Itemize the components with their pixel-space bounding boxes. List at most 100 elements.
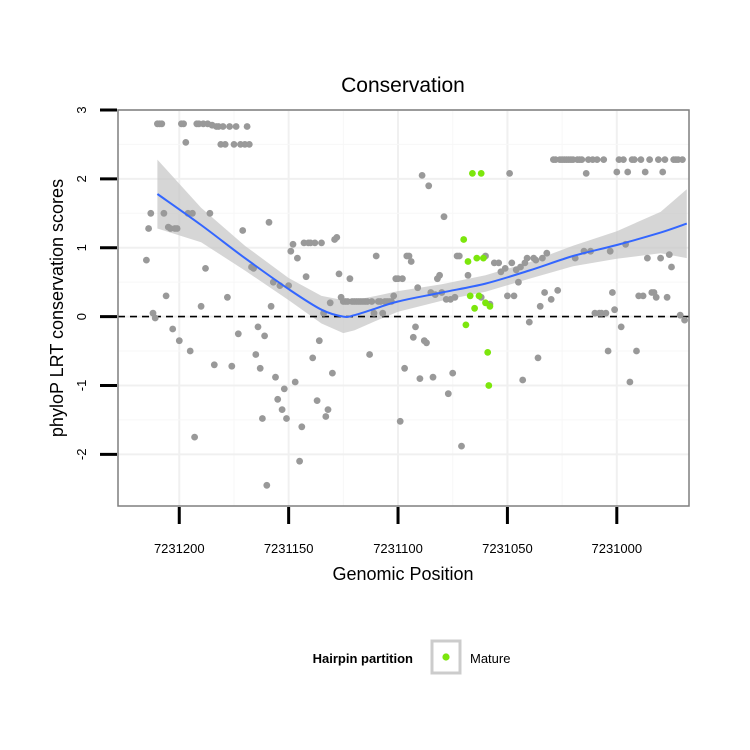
data-point-mature xyxy=(475,292,483,300)
data-point-other xyxy=(335,270,343,278)
data-point-mature xyxy=(462,321,470,329)
data-point-other xyxy=(278,406,286,413)
data-point-other xyxy=(390,292,398,300)
data-point-other xyxy=(287,247,295,255)
data-point-other xyxy=(515,278,522,286)
data-point-other xyxy=(315,337,323,345)
data-point-other xyxy=(455,252,463,260)
data-point-other xyxy=(554,287,562,294)
data-point-other xyxy=(191,433,199,441)
data-point-other xyxy=(396,417,404,425)
legend: Hairpin partition Mature xyxy=(313,639,510,675)
data-point-other xyxy=(464,271,472,279)
data-point-other xyxy=(506,170,513,177)
x-axis-title: Genomic Position xyxy=(332,564,473,584)
data-point-other xyxy=(399,275,406,283)
data-point-other xyxy=(302,273,310,281)
data-point-other xyxy=(243,123,251,130)
data-point-other xyxy=(180,120,188,128)
data-point-other xyxy=(646,156,653,164)
data-point-other xyxy=(261,332,268,340)
data-point-other xyxy=(539,254,546,262)
data-point-other xyxy=(160,209,168,217)
data-point-other xyxy=(416,375,424,382)
data-point-mature xyxy=(480,254,487,262)
data-point-other xyxy=(495,259,503,267)
data-point-other xyxy=(657,254,664,262)
data-point-other xyxy=(158,120,166,128)
data-point-other xyxy=(508,259,516,267)
data-point-other xyxy=(202,265,209,272)
data-point-other xyxy=(458,442,465,450)
data-point-other xyxy=(143,256,150,264)
data-point-other xyxy=(418,172,426,179)
data-point-other xyxy=(429,373,437,381)
data-point-other xyxy=(593,156,601,164)
data-point-other xyxy=(173,225,181,232)
data-point-other xyxy=(644,254,651,262)
data-point-other xyxy=(197,302,205,310)
data-point-other xyxy=(541,289,548,296)
data-point-other xyxy=(639,292,647,300)
data-point-other xyxy=(313,397,321,404)
data-point-other xyxy=(444,390,452,398)
y-tick-label: -2 xyxy=(74,449,89,461)
data-point-other xyxy=(534,354,542,362)
data-point-other xyxy=(256,364,264,372)
data-point-other xyxy=(274,395,282,403)
data-point-other xyxy=(147,209,155,217)
smooth-layer xyxy=(156,193,688,318)
x-tick-label: 7231150 xyxy=(264,541,314,556)
data-point-other xyxy=(221,141,229,148)
x-axis: 7231200 7231150 7231100 7231050 7231000 xyxy=(154,507,642,556)
data-point-other xyxy=(425,182,433,190)
data-point-other xyxy=(578,156,586,164)
data-point-other xyxy=(230,141,238,148)
plot-panel xyxy=(117,109,690,507)
data-point-other xyxy=(609,289,616,296)
y-tick-label: 3 xyxy=(74,106,89,113)
data-point-other xyxy=(676,311,684,319)
data-point-other xyxy=(626,378,634,386)
data-point-other xyxy=(679,156,686,164)
x-tick-label: 7231200 xyxy=(154,541,205,556)
data-point-other xyxy=(210,361,218,369)
data-point-mature xyxy=(486,302,494,310)
data-point-other xyxy=(234,330,242,338)
data-point-other xyxy=(633,347,640,355)
data-point-other xyxy=(280,385,288,393)
y-axis-title: phyloP LRT conservation scores xyxy=(47,179,67,437)
data-point-other xyxy=(162,292,170,300)
points-other xyxy=(143,120,688,489)
data-point-other xyxy=(523,254,531,262)
data-point-other xyxy=(532,256,540,264)
data-point-other xyxy=(641,168,649,176)
data-point-other xyxy=(440,213,448,221)
data-point-other xyxy=(436,271,443,279)
data-point-other xyxy=(412,323,419,331)
legend-title: Hairpin partition xyxy=(313,651,413,666)
smooth-fit-line xyxy=(156,193,688,318)
data-point-other xyxy=(263,481,271,489)
data-point-other xyxy=(613,168,621,176)
data-point-other xyxy=(239,227,247,234)
data-point-other xyxy=(259,415,266,422)
data-point-other xyxy=(224,293,231,301)
data-point-other xyxy=(405,252,413,260)
data-point-other xyxy=(322,413,330,420)
legend-key-mature xyxy=(442,653,450,661)
data-point-other xyxy=(289,240,297,248)
data-point-other xyxy=(517,263,524,271)
data-point-other xyxy=(519,376,527,384)
data-point-other xyxy=(663,293,671,301)
data-point-mature xyxy=(469,170,476,177)
points-mature xyxy=(460,170,494,389)
legend-key-box xyxy=(430,639,462,675)
data-point-other xyxy=(620,156,627,164)
data-point-other xyxy=(318,239,325,247)
data-point-other xyxy=(206,209,214,217)
data-point-other xyxy=(326,299,334,307)
data-point-other xyxy=(294,254,301,262)
data-point-other xyxy=(346,275,354,283)
